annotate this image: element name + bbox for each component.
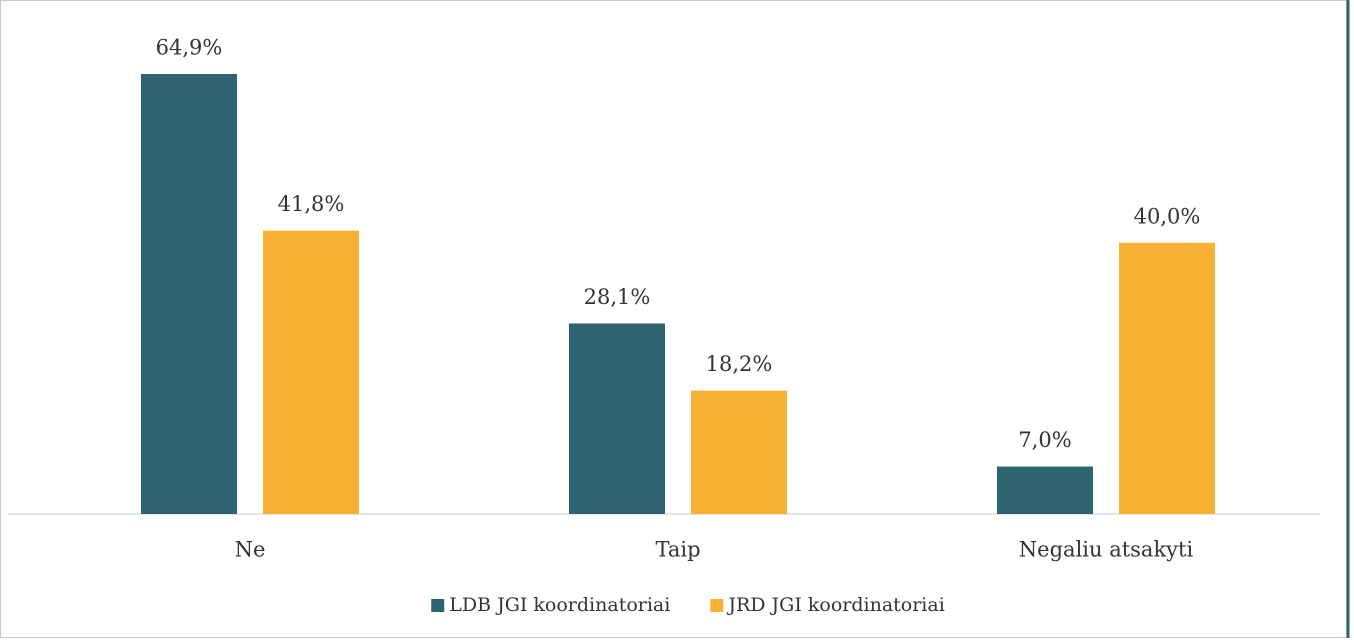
bar: [263, 230, 359, 514]
bar: [1119, 242, 1215, 515]
data-label: 18,2%: [706, 352, 773, 376]
data-label: 64,9%: [156, 36, 223, 60]
legend-swatch: [431, 599, 445, 612]
data-label: 28,1%: [584, 285, 651, 309]
bar: [997, 466, 1093, 514]
data-label: 7,0%: [1018, 428, 1071, 452]
legend-label: LDB JGI koordinatoriai: [449, 594, 670, 616]
legend-label: JRD JGI koordinatoriai: [726, 594, 944, 616]
data-label: 40,0%: [1134, 204, 1201, 228]
x-tick-label: Taip: [655, 538, 700, 562]
legend: LDB JGI koordinatoriai JRD JGI koordinato…: [431, 594, 945, 616]
bar: [569, 323, 665, 514]
x-tick-label: Negaliu atsakyti: [1019, 538, 1194, 562]
bar: [691, 390, 787, 514]
x-tick-label: Ne: [235, 538, 266, 562]
legend-swatch: [710, 599, 724, 612]
bar: [141, 74, 237, 514]
data-label: 41,8%: [278, 192, 345, 216]
